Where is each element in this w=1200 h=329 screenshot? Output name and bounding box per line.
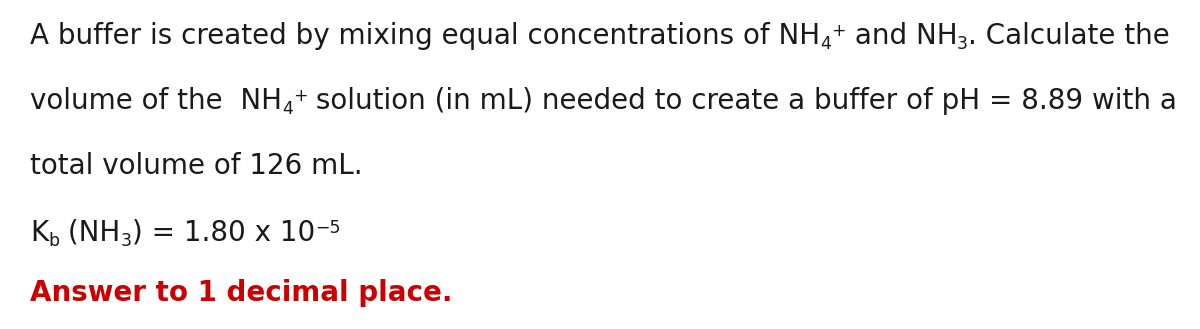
Text: Answer to 1 decimal place.: Answer to 1 decimal place. <box>30 279 452 307</box>
Text: and NH: and NH <box>846 22 958 50</box>
Text: K: K <box>30 219 48 247</box>
Text: solution (in mL) needed to create a buffer of pH = 8.89 with a: solution (in mL) needed to create a buff… <box>307 87 1177 115</box>
Text: b: b <box>48 232 59 250</box>
Text: +: + <box>293 87 307 105</box>
Text: total volume of 126 mL.: total volume of 126 mL. <box>30 152 362 180</box>
Text: +: + <box>830 22 846 40</box>
Text: −5: −5 <box>314 219 341 237</box>
Text: 4: 4 <box>820 35 830 53</box>
Text: volume of the  NH: volume of the NH <box>30 87 282 115</box>
Text: A buffer is created by mixing equal concentrations of NH: A buffer is created by mixing equal conc… <box>30 22 820 50</box>
Text: 4: 4 <box>282 100 293 118</box>
Text: ) = 1.80 x 10: ) = 1.80 x 10 <box>132 219 314 247</box>
Text: 3: 3 <box>121 232 132 250</box>
Text: . Calculate the: . Calculate the <box>968 22 1170 50</box>
Text: 3: 3 <box>958 35 968 53</box>
Text: (NH: (NH <box>59 219 121 247</box>
